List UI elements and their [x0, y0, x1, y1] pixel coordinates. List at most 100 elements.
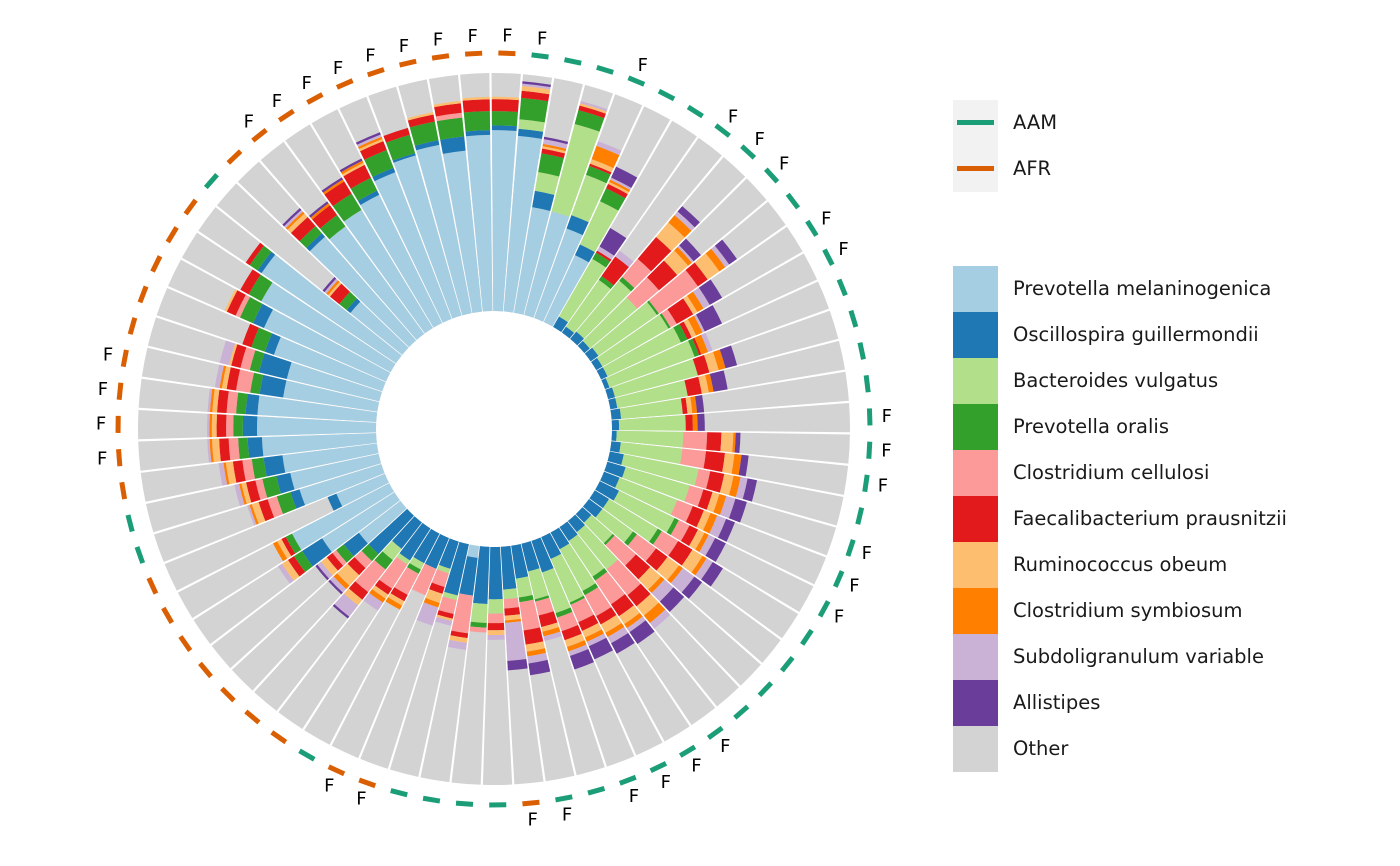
- bar-segment: [332, 193, 362, 222]
- bar-segment: [729, 475, 741, 498]
- bar-segment: [534, 595, 550, 602]
- bar-segment: [413, 528, 440, 564]
- bar-segment: [209, 413, 213, 438]
- group-marker-aam: [805, 219, 819, 237]
- bar-segment: [611, 632, 635, 654]
- bar-segment: [399, 522, 431, 561]
- group-marker-aam: [125, 514, 135, 533]
- bar-segment: [219, 438, 231, 462]
- bar-segment: [329, 283, 350, 305]
- bar-segment: [379, 556, 408, 589]
- legend-swatch: [953, 496, 998, 542]
- bar-segment: [312, 205, 337, 229]
- bar-segment: [605, 387, 616, 400]
- bar-segment: [603, 533, 615, 545]
- bar-segment: [607, 451, 624, 465]
- group-marker-aam: [866, 408, 873, 426]
- sample-bar: [428, 74, 483, 313]
- bar-segment: [488, 599, 504, 614]
- bar-segment: [595, 250, 612, 262]
- bar-segment: [251, 457, 267, 479]
- bar-segment: [340, 160, 364, 175]
- bar-segment: [705, 373, 714, 393]
- bar-segment: [356, 134, 382, 147]
- sample-bar: [211, 500, 407, 669]
- bar-segment: [681, 576, 703, 599]
- bar-segment: [670, 520, 690, 542]
- bar-segment: [317, 561, 333, 579]
- bar-segment: [488, 546, 503, 600]
- bar-segment: [559, 258, 607, 323]
- sample-bar: [609, 441, 849, 495]
- bar-segment: [570, 597, 594, 623]
- sample-label: F: [302, 73, 312, 94]
- group-marker-aam: [836, 278, 848, 297]
- bar-segment: [566, 215, 589, 236]
- group-marker-aam: [757, 681, 774, 698]
- bar-segment: [387, 593, 405, 606]
- bar-segment: [624, 612, 643, 629]
- bar-segment: [613, 490, 675, 533]
- sample-bar: [559, 521, 716, 726]
- group-marker-aam: [714, 123, 731, 138]
- bar-segment: [219, 340, 236, 366]
- sample-bar: [460, 73, 493, 312]
- sample-bar: [177, 483, 395, 619]
- bar-segment: [263, 455, 286, 477]
- bar-segment: [589, 490, 610, 509]
- bar-segment: [522, 81, 551, 88]
- bar-segment: [330, 576, 347, 593]
- bar-segment: [541, 622, 559, 632]
- bar-segment: [694, 334, 709, 355]
- sample-bar: [216, 183, 409, 355]
- bar-segment: [645, 548, 668, 571]
- bar-segment: [636, 594, 659, 616]
- sample-bar: [601, 281, 830, 390]
- bar-segment: [615, 380, 688, 409]
- sample-bar: [513, 78, 583, 315]
- group-marker-aam: [649, 761, 668, 774]
- bar-segment: [622, 258, 652, 289]
- bar-segment: [276, 472, 295, 494]
- bar-segment: [321, 557, 338, 576]
- bar-segment: [286, 362, 382, 402]
- sample-label: F: [878, 475, 888, 496]
- bar-segment: [228, 343, 238, 366]
- legend-swatch: [953, 450, 998, 496]
- bar-segment: [231, 344, 247, 368]
- bar-segment: [238, 437, 250, 459]
- legend-swatch: [953, 542, 998, 588]
- group-marker-aam: [862, 474, 870, 493]
- bar-segment: [354, 550, 372, 569]
- legend-label: Faecalibacterium prausnitzii: [1013, 507, 1287, 530]
- bar-segment: [332, 550, 347, 566]
- bar-segment: [677, 206, 700, 228]
- bar-segment: [324, 181, 352, 207]
- sample-label: F: [356, 788, 366, 809]
- bar-segment: [309, 201, 329, 218]
- bar-segment: [679, 238, 701, 262]
- bar-segment: [424, 534, 449, 569]
- group-marker-afr: [183, 198, 198, 216]
- bar-segment: [648, 270, 698, 314]
- bar-segment: [232, 460, 246, 483]
- sample-bar: [420, 544, 480, 783]
- bar-segment: [685, 396, 693, 414]
- legend-label: Prevotella oralis: [1013, 415, 1169, 438]
- bar-segment: [390, 587, 408, 602]
- bar-segment: [444, 541, 469, 596]
- sample-bar: [181, 232, 396, 373]
- bar-segment: [407, 563, 421, 574]
- bar-segment: [567, 514, 586, 533]
- bar-segment: [666, 517, 679, 535]
- bar-segment: [283, 380, 380, 412]
- group-marker-aam: [455, 800, 474, 807]
- bar-segment: [267, 496, 283, 518]
- sample-bar: [198, 207, 402, 364]
- bar-segment: [597, 246, 615, 260]
- bar-segment: [416, 144, 472, 316]
- bar-segment: [701, 562, 723, 587]
- sample-label: F: [468, 26, 478, 47]
- bar-segment: [680, 525, 699, 546]
